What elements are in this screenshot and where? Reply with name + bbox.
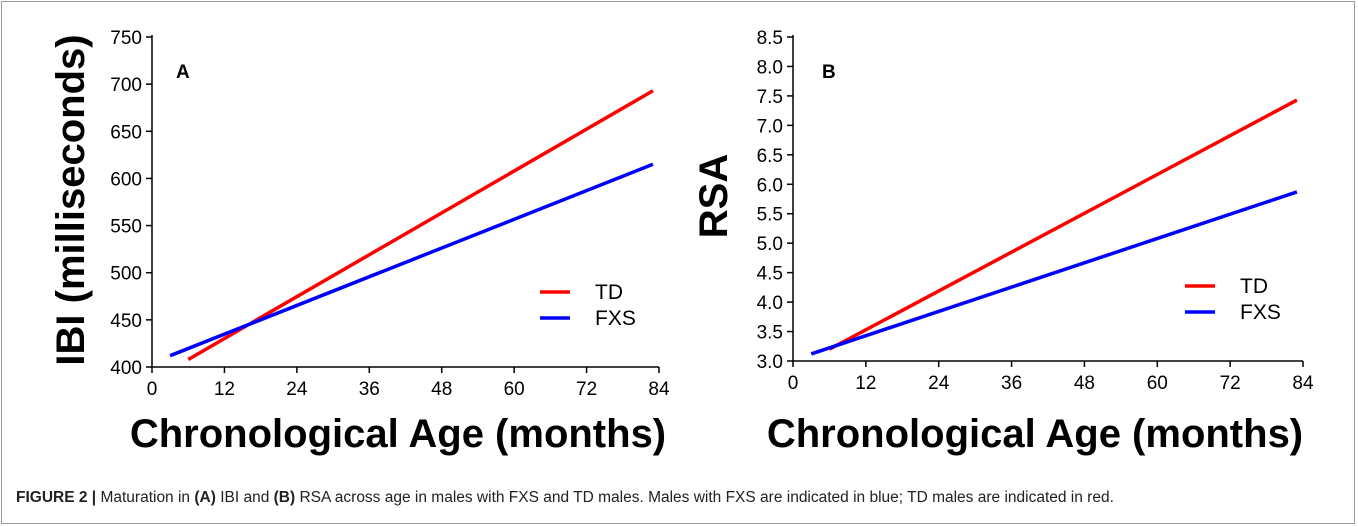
chart1-y-axis-label: IBI (milliseconds) [49,34,93,365]
chart2-x-tick-label: 60 [1147,373,1168,394]
chart2-legend-fxs-label: FXS [1240,301,1281,324]
caption-text-1: Maturation in [96,489,195,506]
chart2-x-tick-label: 84 [1292,373,1314,394]
chart2-x-tick-label: 24 [928,373,950,394]
chart2-x-axis-label: Chronological Age (months) [767,412,1303,456]
chart2-y-tick-label: 7.5 [757,87,783,108]
chart1-panel-label: A [176,62,190,83]
chart2-legend-td-label: TD [1240,275,1268,298]
chart2-x-tick-label: 48 [1074,373,1095,394]
chart1-x-tick-label: 72 [576,379,597,400]
chart1-series-td-line [187,89,654,361]
chart1-x-axis-label: Chronological Age (months) [130,412,666,456]
chart1-x-tick-label: 12 [214,379,235,400]
chart1-x-tick-label: 36 [359,379,380,400]
chart1-legend-td-label: TD [595,281,623,304]
chart2-y-axis-label: RSA [692,154,736,238]
caption-panel-a: (A) [194,489,216,506]
chart2-y-tick-label: 5.5 [757,205,783,226]
chart1-x-tick-label: 24 [286,379,308,400]
caption-text-3: RSA across age in males with FXS and TD … [295,489,1114,506]
chart1-y-tick-label: 400 [110,358,142,379]
chart2-x-tick-label: 36 [1001,373,1022,394]
chart2-x-tick-label: 72 [1220,373,1241,394]
chart2-y-tick-label: 4.5 [757,264,783,285]
chart2-series-td-line [828,98,1298,351]
figure-caption: FIGURE 2 | Maturation in (A) IBI and (B)… [16,489,1114,507]
chart2-y-tick-label: 3.0 [757,352,783,373]
chart2-x-tick-label: 0 [788,373,799,394]
chart2-y-tick-label: 7.0 [757,116,783,137]
chart1-x-tick-label: 60 [504,379,525,400]
chart2-y-tick-label: 6.5 [757,146,783,167]
chart2-y-tick-label: 8.5 [757,28,783,49]
chart1-x-tick-label: 84 [648,379,670,400]
chart1-y-tick-label: 450 [110,311,142,332]
chart1-series-fxs-line [169,162,654,358]
chart2-y-tick-label: 6.0 [757,175,783,196]
chart1-y-tick-label: 700 [110,75,142,96]
chart1-x-tick-label: 0 [147,379,158,400]
chart2-series-fxs-line [810,190,1298,356]
chart1-y-tick-label: 600 [110,169,142,190]
chart1-y-tick-label: 500 [110,264,142,285]
chart1-x-tick-label: 48 [431,379,452,400]
chart2-panel-label: B [822,62,836,83]
chart2-x-tick-label: 12 [855,373,876,394]
caption-lead: FIGURE 2 | [16,489,97,506]
caption-text-2: IBI and [215,489,274,506]
chart1-y-tick-label: 750 [110,28,142,49]
chart2-y-tick-label: 4.0 [757,293,783,314]
chart2-y-tick-label: 3.5 [757,323,783,344]
chart2-y-tick-label: 5.0 [757,234,783,255]
chart1-legend-fxs-label: FXS [595,307,636,330]
chart1-y-tick-label: 550 [110,217,142,238]
caption-panel-b: (B) [273,489,296,506]
chart1-y-tick-label: 650 [110,122,142,143]
chart2-y-tick-label: 8.0 [757,57,783,78]
